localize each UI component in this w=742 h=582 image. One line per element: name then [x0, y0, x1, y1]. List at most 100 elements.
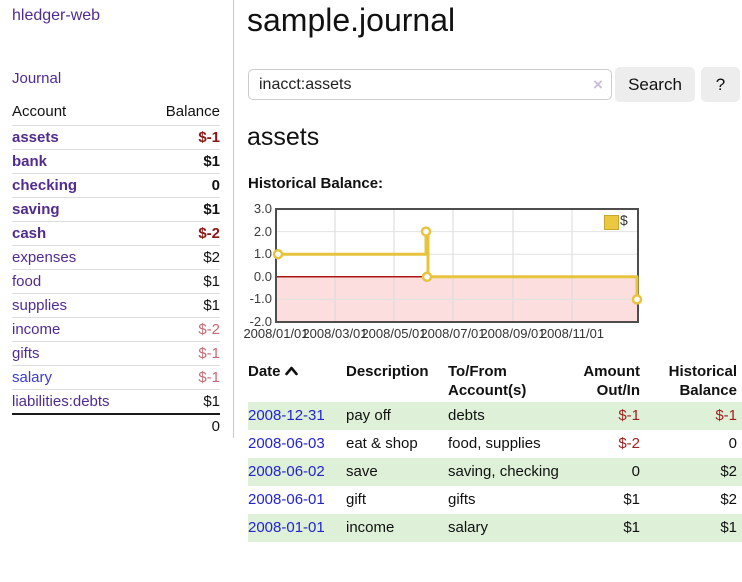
- legend-label: $: [620, 212, 628, 228]
- account-balance: $1: [145, 389, 220, 414]
- transaction-description: income: [346, 514, 448, 542]
- account-column-header: Account: [12, 103, 67, 120]
- account-table-header: Account Balance: [12, 100, 220, 126]
- x-axis-label: 2008/07/01: [420, 326, 486, 341]
- sidebar-item-expenses[interactable]: expenses: [12, 249, 77, 266]
- sort-ascending-icon: [284, 366, 298, 376]
- sidebar-item-bank[interactable]: bank: [12, 153, 48, 170]
- sidebar-item-income[interactable]: income: [12, 321, 61, 338]
- table-row: 2008-06-02 save saving, checking 0 $2: [248, 458, 742, 486]
- y-axis-label: 1.0: [253, 246, 272, 261]
- table-row: 2008-06-01 gift gifts $1 $2: [248, 486, 742, 514]
- x-axis-label: 2008/09/01: [480, 326, 546, 341]
- transactions-table-header: Date Description To/From Account(s) Amou…: [248, 360, 742, 402]
- transaction-accounts: debts: [448, 402, 560, 430]
- account-balance: $2: [145, 245, 220, 270]
- account-balance: $1: [145, 269, 220, 294]
- account-balance: $-1: [145, 365, 220, 390]
- account-balance: $-1: [145, 125, 220, 150]
- app-title-link[interactable]: hledger-web: [12, 7, 101, 24]
- table-row: income $-2: [12, 317, 220, 342]
- table-row: 2008-01-01 income salary $1 $1: [248, 514, 742, 542]
- sidebar-item-salary[interactable]: salary: [12, 369, 53, 386]
- transaction-amount: 0: [560, 458, 645, 486]
- table-row: assets $-1: [12, 125, 220, 150]
- balance-header: Historical Balance: [668, 363, 737, 399]
- x-axis-label: 2008/03/01: [302, 326, 368, 341]
- search-button[interactable]: Search: [615, 67, 695, 102]
- table-row: supplies $1: [12, 293, 220, 318]
- transaction-date-link[interactable]: 2008-06-02: [248, 463, 325, 480]
- account-balance: $-2: [145, 317, 220, 342]
- table-row: saving $1: [12, 197, 220, 222]
- transaction-balance: $1: [645, 514, 742, 542]
- accounts-total-value: 0: [145, 413, 220, 438]
- sidebar-item-checking[interactable]: checking: [12, 177, 78, 194]
- table-row: cash $-2: [12, 221, 220, 246]
- y-axis-label: 3.0: [253, 201, 272, 216]
- balance-column-header: Balance: [165, 103, 220, 120]
- page-title: sample.journal: [247, 2, 456, 38]
- account-balance: $1: [145, 197, 220, 222]
- table-row: 2008-12-31 pay off debts $-1 $-1: [248, 402, 742, 430]
- transaction-balance: $-1: [645, 402, 742, 430]
- help-button[interactable]: ?: [701, 67, 740, 102]
- sidebar-item-assets[interactable]: assets: [12, 129, 59, 146]
- table-row: checking 0: [12, 173, 220, 198]
- description-header: Description: [346, 363, 429, 380]
- sidebar-item-journal[interactable]: Journal: [12, 70, 62, 87]
- search-input[interactable]: [248, 69, 612, 100]
- account-balance: $1: [145, 293, 220, 318]
- transactions-table: Date Description To/From Account(s) Amou…: [248, 360, 742, 542]
- sidebar-item-liabilities-debts[interactable]: liabilities:debts: [12, 393, 110, 410]
- sidebar-item-saving[interactable]: saving: [12, 201, 60, 218]
- table-row: gifts $-1: [12, 341, 220, 366]
- transaction-date-link[interactable]: 2008-01-01: [248, 519, 325, 536]
- transaction-date-link[interactable]: 2008-06-01: [248, 491, 325, 508]
- chart-title: Historical Balance:: [248, 175, 384, 192]
- transaction-accounts: gifts: [448, 491, 476, 508]
- transaction-description: gift: [346, 491, 367, 508]
- legend-swatch: [604, 215, 619, 230]
- transaction-description: save: [346, 458, 448, 486]
- transaction-balance: $2: [645, 458, 742, 486]
- transaction-date-link[interactable]: 2008-06-03: [248, 435, 325, 452]
- transaction-accounts: salary: [448, 514, 560, 542]
- transaction-amount: $-1: [560, 402, 645, 430]
- sidebar-item-food[interactable]: food: [12, 273, 42, 290]
- table-row: expenses $2: [12, 245, 220, 270]
- table-row: 2008-06-03 eat & shop food, supplies $-2…: [248, 430, 742, 458]
- sidebar-item-supplies[interactable]: supplies: [12, 297, 68, 314]
- transaction-balance: $2: [720, 491, 737, 508]
- date-sort-header[interactable]: Date: [248, 360, 346, 402]
- transaction-balance: 0: [728, 435, 737, 452]
- transaction-description: pay off: [346, 402, 448, 430]
- historical-balance-chart: 3.0 2.0 1.0 0.0 -1.0 -2.0 $ 2008/01: [240, 199, 742, 345]
- account-balance-table: Account Balance assets $-1 bank $1 checkin…: [12, 100, 220, 438]
- sidebar-item-gifts[interactable]: gifts: [12, 345, 40, 362]
- transaction-accounts: food, supplies: [448, 435, 541, 452]
- y-axis-label: -2.0: [249, 314, 272, 329]
- chart-plot-area: [272, 208, 643, 323]
- table-row: bank $1: [12, 149, 220, 174]
- sidebar-item-cash[interactable]: cash: [12, 225, 47, 242]
- account-balance: $-1: [145, 341, 220, 366]
- x-axis-label: 2008/01/01: [243, 326, 309, 341]
- clear-search-icon[interactable]: ×: [593, 75, 603, 94]
- table-row: liabilities:debts $1: [12, 389, 220, 414]
- x-axis-label: 2008/05/01: [361, 326, 427, 341]
- transaction-amount: $-2: [618, 435, 640, 452]
- account-heading: assets: [247, 123, 320, 151]
- transaction-date-link[interactable]: 2008-12-31: [248, 407, 325, 424]
- transaction-amount: $1: [560, 514, 645, 542]
- y-axis-label: 0.0: [253, 269, 272, 284]
- account-balance: $1: [145, 149, 220, 174]
- transaction-description: eat & shop: [346, 435, 418, 452]
- y-axis-label: 2.0: [253, 224, 272, 239]
- data-point-markers: [272, 226, 643, 305]
- account-balance: 0: [145, 173, 220, 198]
- accounts-header: To/From Account(s): [448, 363, 527, 399]
- transaction-amount: $1: [623, 491, 640, 508]
- accounts-total-row: 0: [12, 413, 220, 438]
- x-axis-label: 2008/11/01: [539, 326, 605, 341]
